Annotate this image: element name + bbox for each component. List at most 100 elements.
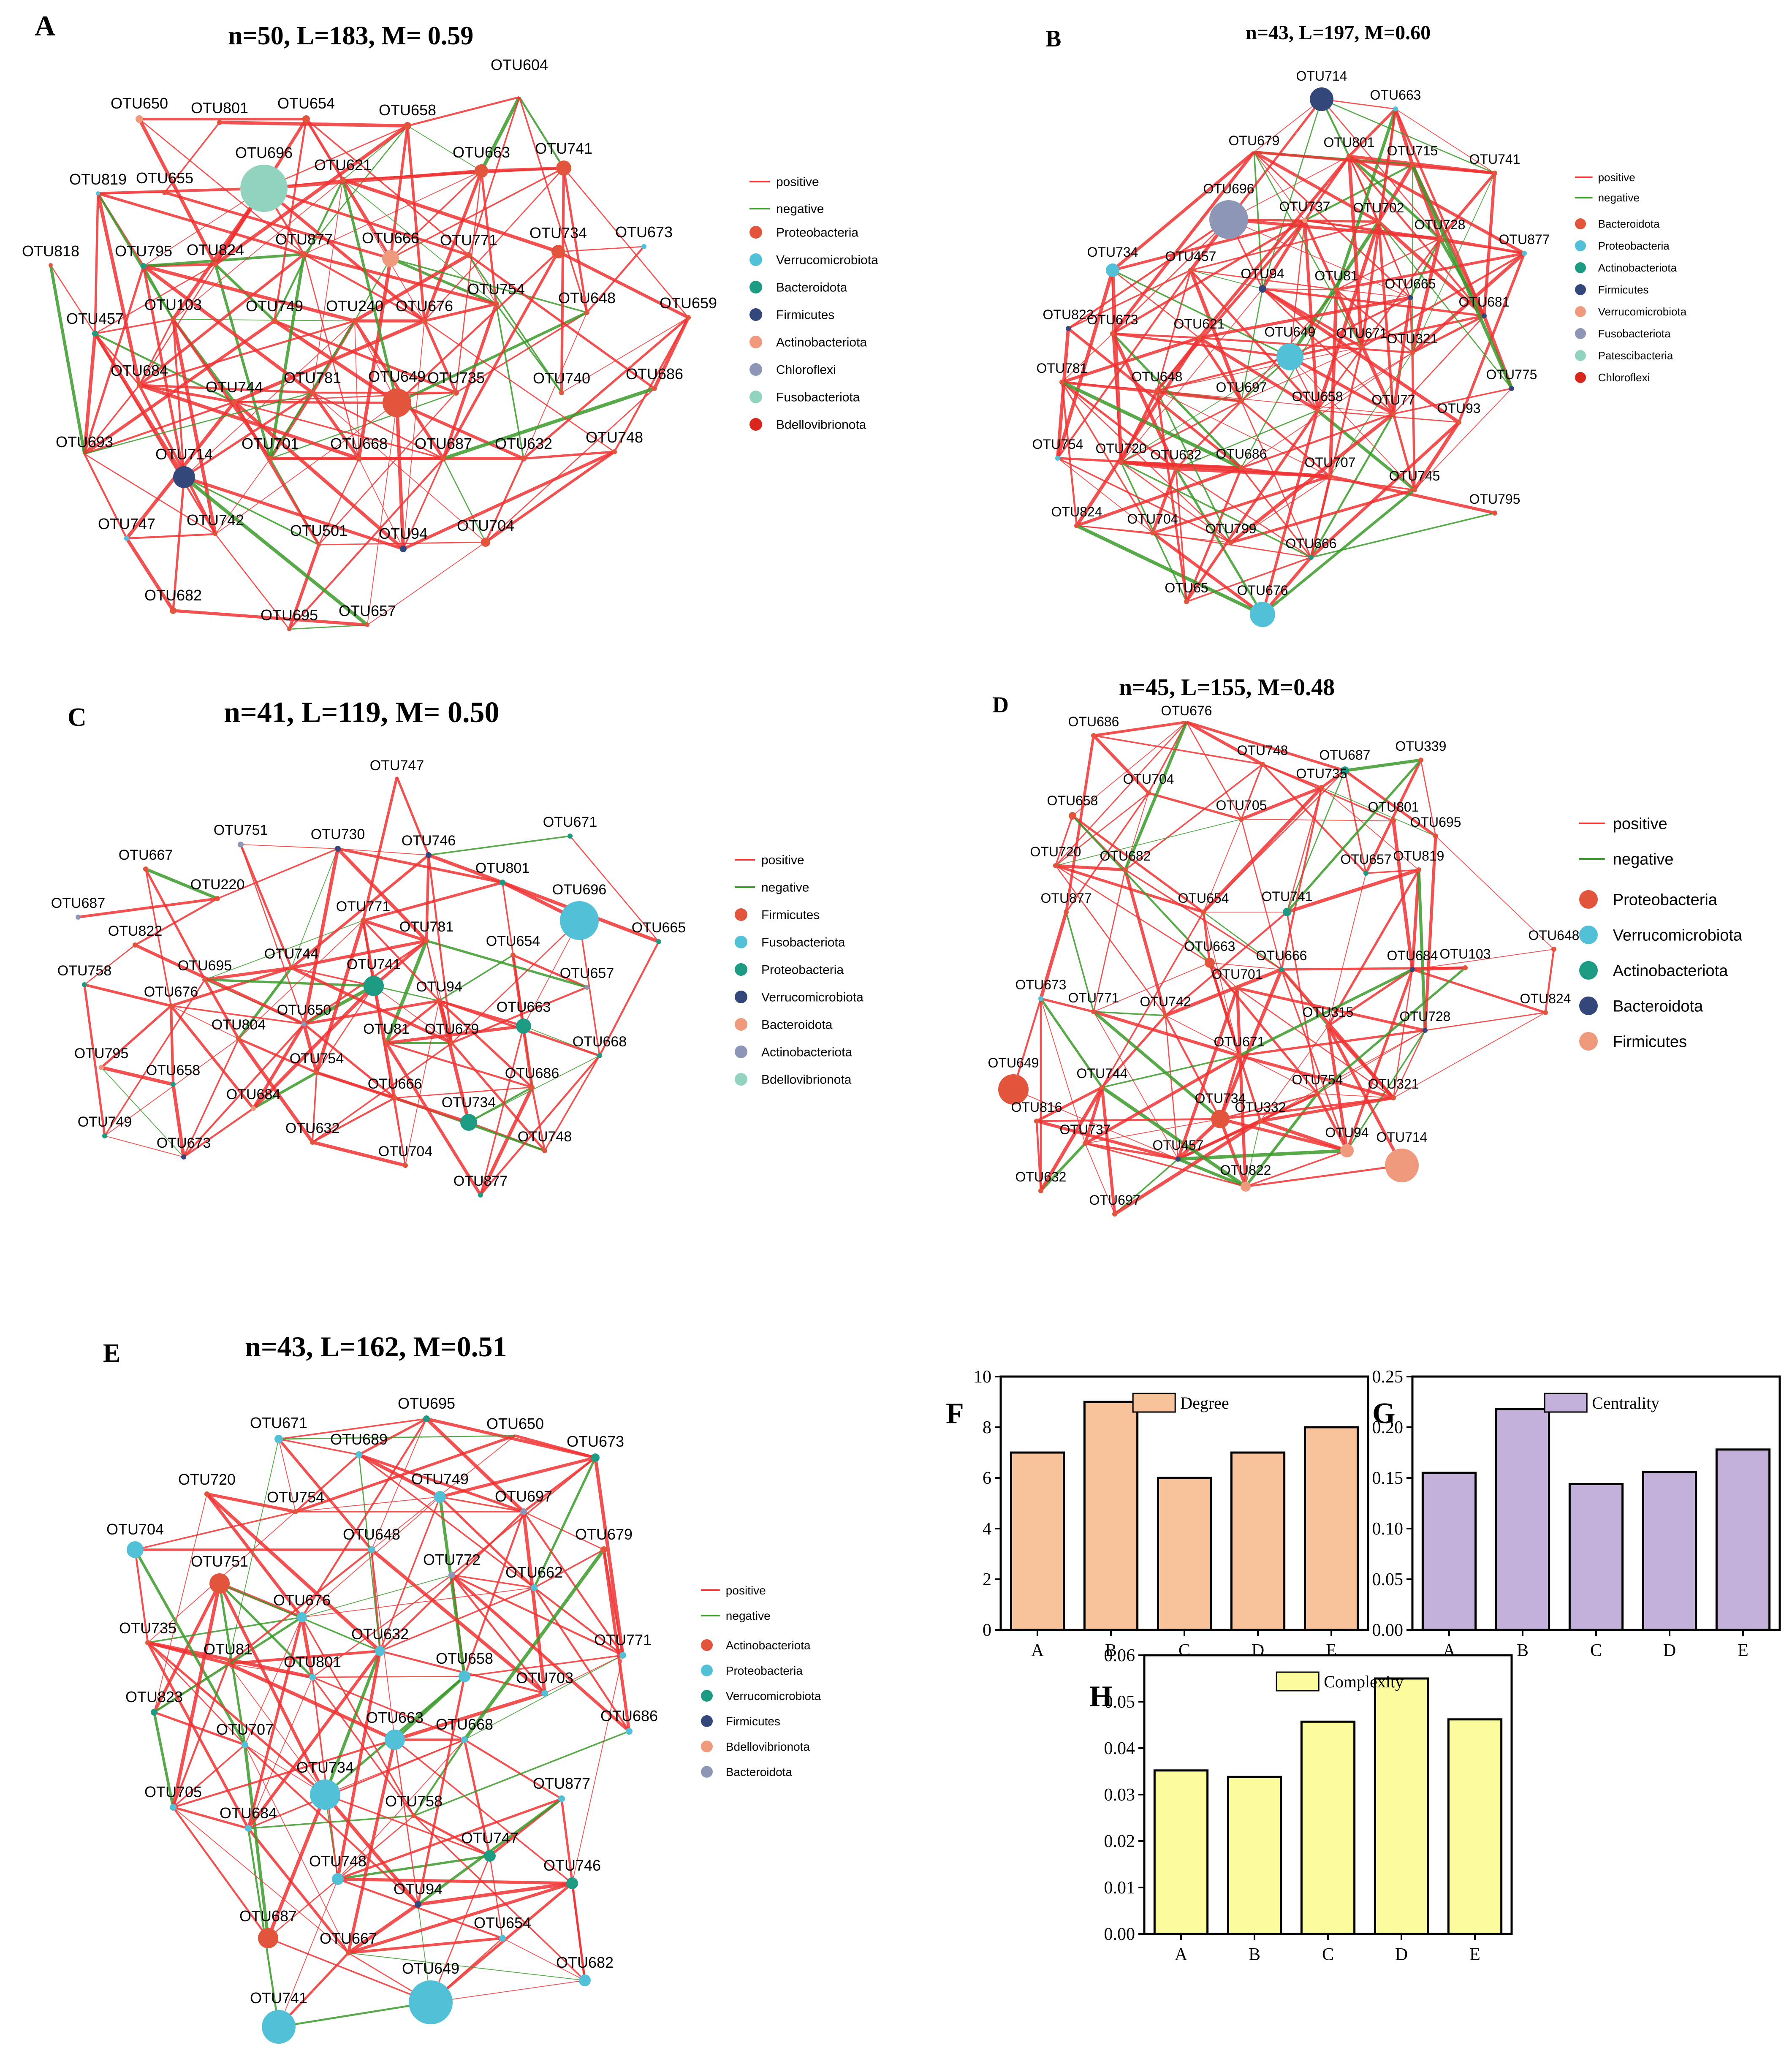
positive-edge: [358, 1418, 427, 1456]
network-node: [170, 607, 176, 614]
legend-taxon-label: Firmicutes: [1613, 1033, 1687, 1051]
negative-edge: [247, 1828, 280, 2027]
y-tick-label: 0.01: [1104, 1878, 1135, 1898]
positive-edge: [135, 1511, 296, 1551]
positive-edge: [306, 119, 425, 321]
positive-edge: [94, 333, 216, 535]
positive-edge: [390, 167, 564, 259]
positive-edge: [1198, 337, 1243, 402]
positive-edge: [544, 1655, 623, 1694]
network-node: [619, 1652, 626, 1659]
network-node: [440, 456, 446, 462]
node-label: OTU686: [600, 1707, 658, 1725]
positive-edge: [1361, 253, 1525, 348]
node-label: OTU676: [273, 1591, 331, 1609]
positive-edge: [1156, 219, 1306, 392]
positive-edge: [1040, 998, 1086, 1144]
network-node: [364, 976, 384, 996]
node-label: OTU754: [267, 1488, 324, 1506]
node-label: OTU689: [330, 1431, 388, 1448]
node-label: OTU665: [1385, 276, 1436, 291]
legend-negative-label: negative: [776, 202, 824, 216]
positive-edge: [1176, 987, 1239, 1160]
node-label: OTU687: [415, 435, 472, 452]
node-label: OTU748: [586, 429, 643, 446]
positive-edge: [278, 1438, 359, 1456]
negative-edge: [1412, 173, 1495, 353]
positive-edge: [468, 255, 497, 304]
negative-edge: [228, 1439, 279, 1664]
network-node: [236, 1036, 241, 1041]
positive-edge: [1220, 1117, 1347, 1152]
positive-edge: [394, 1692, 546, 1741]
positive-edge: [171, 1005, 304, 1025]
positive-edge: [244, 1617, 302, 1745]
node-label: OTU741: [1469, 152, 1520, 167]
network-node: [1410, 162, 1415, 167]
legend-taxon-swatch: [749, 308, 762, 321]
network-node: [225, 1661, 231, 1666]
positive-edge: [83, 266, 145, 454]
positive-edge: [215, 402, 397, 535]
positive-edge: [318, 458, 360, 545]
network-node: [82, 982, 87, 987]
positive-edge: [451, 1574, 630, 1733]
node-label: OTU771: [1068, 990, 1119, 1005]
network-node: [1482, 313, 1487, 318]
network-node: [1412, 487, 1417, 492]
negative-edge: [1286, 770, 1346, 913]
positive-edge: [318, 392, 457, 545]
positive-edge: [379, 1511, 524, 1652]
negative-edge: [1330, 352, 1413, 477]
positive-edge: [1289, 355, 1394, 416]
positive-edge: [1393, 315, 1485, 414]
positive-edge: [138, 383, 360, 460]
network-node: [1347, 154, 1352, 159]
network-panel-c: OTU747 OTU751 OTU730 OTU746 OTU671 OTU667 OTU8…: [0, 667, 896, 1301]
legend-taxon-label: Bdellovibrionota: [726, 1740, 810, 1753]
node-label: OTU775: [1486, 367, 1537, 382]
network-node: [1418, 758, 1423, 763]
positive-edge: [1055, 792, 1149, 866]
network-node: [392, 1095, 397, 1100]
node-label: OTU648: [343, 1526, 400, 1543]
legend: positive negative Proteobacteria Verrucomic…: [749, 175, 878, 432]
node-label: OTU701: [242, 435, 299, 452]
network-node: [1302, 218, 1307, 223]
positive-edge: [147, 1641, 313, 1679]
x-tick-label: B: [1105, 1641, 1117, 1660]
node-label: OTU650: [111, 95, 168, 112]
network-node: [262, 2010, 296, 2044]
positive-edge: [1241, 819, 1394, 821]
legend-taxon-swatch: [749, 336, 762, 348]
positive-edge: [451, 986, 587, 1044]
node-label: OTU751: [214, 822, 268, 838]
node-label: OTU772: [423, 1551, 481, 1568]
positive-edge: [1241, 400, 1331, 477]
node-label: OTU696: [552, 882, 607, 898]
positive-edge: [1412, 949, 1554, 970]
node-label: OTU801: [284, 1653, 341, 1670]
legend-taxon-swatch: [735, 936, 747, 948]
node-label: OTU801: [1324, 135, 1375, 150]
legend-taxon-swatch: [1575, 306, 1586, 317]
network-node: [656, 939, 661, 944]
negative-edge: [278, 1435, 516, 1440]
legend-positive-label: positive: [776, 175, 819, 189]
positive-edge: [337, 847, 503, 884]
edges: [134, 1417, 631, 2028]
node-label: OTU632: [351, 1625, 409, 1643]
positive-edge: [1239, 1029, 1425, 1057]
positive-edge: [523, 451, 615, 460]
node-label: OTU695: [261, 606, 318, 624]
network-node: [1146, 790, 1151, 796]
positive-edge: [138, 384, 217, 535]
node-label: OTU679: [575, 1526, 633, 1543]
positive-edge: [312, 392, 444, 459]
positive-edge: [1241, 764, 1263, 820]
node-label: OTU684: [111, 362, 168, 379]
node-label: OTU649: [988, 1055, 1039, 1070]
bar-charts-svg: F 0 2 4 6 8 10 A B C D E Degree G 0.00 0.05 0.10 0.15 0.20…: [946, 1367, 1781, 1964]
positive-edge: [451, 1574, 535, 1589]
node-label: OTU676: [144, 984, 198, 1000]
